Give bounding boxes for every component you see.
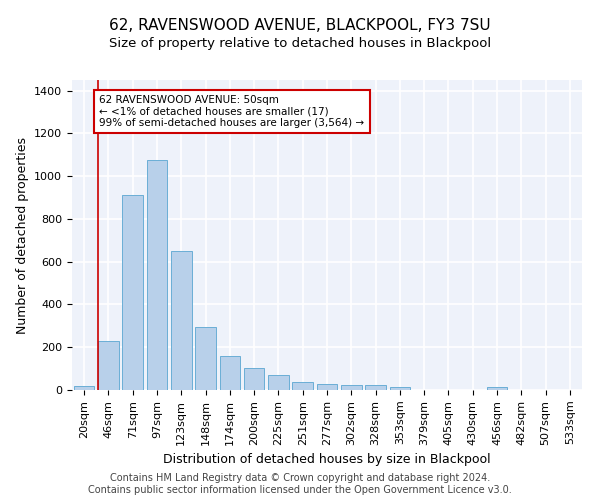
Bar: [365, 386, 386, 390]
Text: 62, RAVENSWOOD AVENUE, BLACKPOOL, FY3 7SU: 62, RAVENSWOOD AVENUE, BLACKPOOL, FY3 7S…: [109, 18, 491, 32]
Bar: [317, 384, 337, 390]
Bar: [341, 384, 362, 390]
X-axis label: Distribution of detached houses by size in Blackpool: Distribution of detached houses by size …: [163, 453, 491, 466]
Bar: [389, 387, 410, 390]
Bar: [98, 342, 119, 390]
Bar: [122, 196, 143, 390]
Bar: [195, 327, 216, 390]
Bar: [146, 160, 167, 390]
Bar: [268, 375, 289, 390]
Bar: [292, 382, 313, 390]
Bar: [244, 368, 265, 390]
Bar: [171, 251, 191, 390]
Bar: [74, 386, 94, 390]
Text: Size of property relative to detached houses in Blackpool: Size of property relative to detached ho…: [109, 38, 491, 51]
Bar: [487, 388, 508, 390]
Y-axis label: Number of detached properties: Number of detached properties: [16, 136, 29, 334]
Bar: [220, 356, 240, 390]
Text: Contains HM Land Registry data © Crown copyright and database right 2024.
Contai: Contains HM Land Registry data © Crown c…: [88, 474, 512, 495]
Text: 62 RAVENSWOOD AVENUE: 50sqm
← <1% of detached houses are smaller (17)
99% of sem: 62 RAVENSWOOD AVENUE: 50sqm ← <1% of det…: [99, 95, 364, 128]
